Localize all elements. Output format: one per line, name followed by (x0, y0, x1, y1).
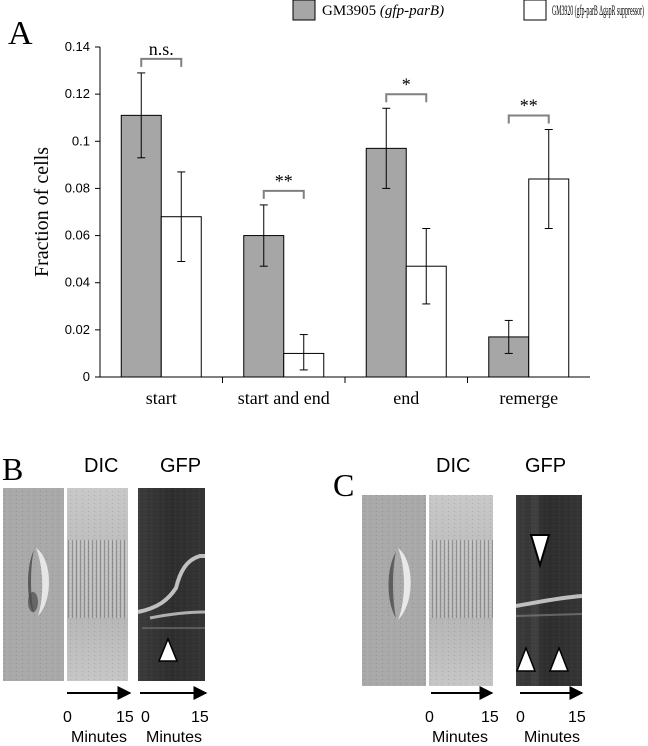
y-axis-title: Fraction of cells (31, 147, 53, 277)
panel-b-dic-cell-image (3, 488, 64, 681)
panel-c: C DIC GFP 0 15 Minutes 0 (333, 455, 586, 746)
bar (160, 216, 202, 378)
panel-c-arrowhead-down (529, 534, 551, 569)
y-tick-label: 0.06 (65, 228, 90, 243)
panel-label-b: B (2, 451, 23, 487)
significance-label: n.s. (149, 39, 174, 59)
y-tick-label: 0.02 (65, 322, 90, 337)
legend-swatch-gm3920 (523, 0, 547, 21)
panel-b-dic-kymograph (67, 488, 128, 681)
panel-c-gfp-axis-start: 0 (516, 709, 525, 726)
panel-c-dic-cell-image (362, 495, 426, 686)
y-tick-label: 0.14 (65, 39, 90, 54)
y-tick-label: 0 (83, 369, 90, 384)
x-tick-label: start and end (238, 388, 330, 408)
legend-genotype-gm3905: (gfp-parB) (380, 3, 444, 19)
panel-b-arrowhead-up (157, 637, 179, 662)
bar-chart: 0 0.02 0.04 0.06 0.08 0.1 0.12 0.14 Fraction of … (31, 39, 590, 408)
panel-b-gfp-axis-unit: Minutes (146, 729, 202, 746)
panel-b-dic-axis-start: 0 (63, 709, 72, 726)
significance-label: ** (520, 96, 538, 116)
legend-swatch-gm3905 (292, 0, 316, 21)
y-tick-label: 0.12 (65, 86, 90, 101)
x-tick-label: remerge (499, 388, 558, 408)
legend-strain-gm3920: GM3920 (552, 3, 573, 19)
panel-c-arrowhead-up-2 (548, 645, 570, 672)
significance-label: ** (275, 171, 293, 191)
panel-b-gfp-axis-start: 0 (141, 709, 150, 726)
x-tick-label: end (393, 388, 419, 408)
legend: GM3905 (gfp-parB) GM3920 (gfp-parB ΔgapR… (292, 0, 644, 21)
panel-b-dic-label: DIC (84, 455, 118, 477)
panel-c-dic-axis-unit: Minutes (432, 729, 488, 746)
significance-bracket (140, 57, 183, 67)
legend-strain-gm3905: GM3905 (322, 3, 376, 19)
panel-c-gfp-axis-end: 15 (568, 709, 586, 726)
legend-genotype-gm3920: (gfp-parB ΔgapR suppressor) (575, 3, 644, 19)
panel-c-dic-axis-end: 15 (481, 709, 499, 726)
y-tick-label: 0.08 (65, 180, 90, 195)
panel-c-dic-axis-start: 0 (425, 709, 434, 726)
legend-entry-gm3905: GM3905 (gfp-parB) (322, 3, 444, 19)
panel-b: B DIC GFP 0 15 Minutes (2, 451, 209, 746)
significance-bracket (507, 114, 550, 124)
y-tick-label: 0.04 (65, 275, 90, 290)
y-tick-label: 0.1 (72, 133, 90, 148)
panel-b-gfp-label: GFP (160, 455, 201, 477)
panel-c-gfp-axis-unit: Minutes (524, 729, 580, 746)
significance-bracket (385, 93, 428, 103)
panel-b-gfp-kymograph (137, 488, 206, 681)
panel-b-gfp-axis-end: 15 (191, 709, 209, 726)
panel-c-dic-label: DIC (436, 455, 470, 477)
panel-c-gfp-label: GFP (525, 455, 566, 477)
panel-label-a: A (8, 15, 33, 52)
panel-label-c: C (333, 467, 354, 503)
panel-c-gfp-kymograph (515, 495, 583, 686)
panel-c-dic-kymograph (429, 495, 493, 686)
panel-b-dic-axis-unit: Minutes (71, 729, 127, 746)
significance-bracket (262, 189, 305, 199)
significance-label: * (402, 74, 411, 94)
legend-entry-gm3920: GM3920 (gfp-parB ΔgapR suppressor) (552, 3, 644, 19)
panel-b-dic-axis-end: 15 (116, 709, 134, 726)
panel-c-arrowhead-up-1 (515, 645, 537, 672)
x-tick-label: start (146, 388, 177, 408)
